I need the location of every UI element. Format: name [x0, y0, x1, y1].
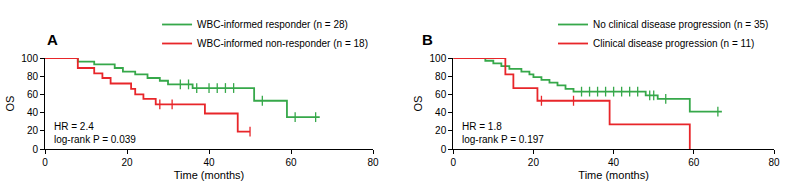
svg-text:60: 60 — [688, 157, 700, 168]
svg-text:40: 40 — [27, 107, 39, 118]
svg-text:100: 100 — [21, 53, 38, 64]
svg-text:60: 60 — [27, 89, 39, 100]
svg-text:20: 20 — [435, 125, 447, 136]
svg-text:0: 0 — [450, 157, 456, 168]
svg-text:20: 20 — [528, 157, 540, 168]
svg-text:Clinical disease progression (: Clinical disease progression (n = 11) — [593, 38, 754, 49]
svg-text:0: 0 — [441, 144, 447, 155]
svg-text:B: B — [422, 31, 433, 48]
svg-text:Time (months): Time (months) — [578, 169, 649, 181]
svg-text:WBC-informed responder (n = 28: WBC-informed responder (n = 28) — [197, 19, 348, 30]
svg-text:No clinical disease progressio: No clinical disease progression (n = 35) — [593, 19, 768, 30]
svg-text:80: 80 — [27, 71, 39, 82]
svg-text:40: 40 — [435, 107, 447, 118]
svg-text:20: 20 — [121, 157, 133, 168]
svg-text:0: 0 — [32, 144, 38, 155]
svg-text:40: 40 — [203, 157, 215, 168]
svg-text:HR = 1.8log-rank P = 0.197: HR = 1.8log-rank P = 0.197 — [462, 121, 544, 145]
svg-text:OS: OS — [4, 96, 16, 112]
svg-text:60: 60 — [435, 89, 447, 100]
svg-text:60: 60 — [285, 157, 297, 168]
svg-text:20: 20 — [27, 125, 39, 136]
svg-text:80: 80 — [435, 71, 447, 82]
svg-text:OS: OS — [412, 96, 424, 112]
svg-text:80: 80 — [367, 157, 379, 168]
svg-text:Time (months): Time (months) — [174, 169, 245, 181]
svg-text:40: 40 — [608, 157, 620, 168]
svg-text:A: A — [47, 31, 58, 48]
svg-text:WBC-informed non-responder (n: WBC-informed non-responder (n = 18) — [197, 38, 368, 49]
svg-text:100: 100 — [430, 53, 447, 64]
svg-text:0: 0 — [42, 157, 48, 168]
svg-text:HR = 2.4log-rank P = 0.039: HR = 2.4log-rank P = 0.039 — [54, 121, 136, 145]
svg-text:80: 80 — [768, 157, 780, 168]
